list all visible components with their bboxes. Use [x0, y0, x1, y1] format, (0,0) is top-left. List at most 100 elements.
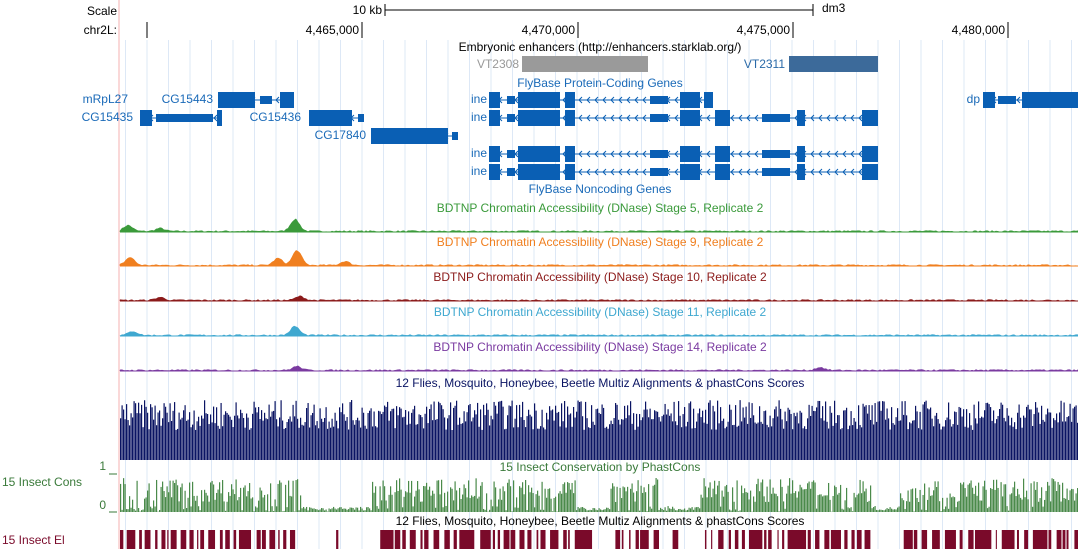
exon [715, 146, 730, 162]
phastcons-bar [508, 479, 510, 512]
multiz-bar [121, 405, 123, 460]
phastcons-bar [775, 493, 777, 512]
multiz-bar [681, 427, 683, 460]
phastcons-bar [258, 500, 260, 512]
element [1032, 530, 1048, 549]
phastcons-bar [952, 496, 954, 512]
phastcons-bar [523, 494, 525, 512]
strand-arrow [746, 168, 751, 176]
phastcons-bar [358, 510, 360, 512]
multiz-bar [687, 421, 689, 460]
gene-label: ine [471, 92, 487, 106]
phastcons-bar [208, 501, 210, 512]
multiz-bar [316, 421, 318, 460]
strand-arrow [754, 150, 759, 158]
multiz-bar [568, 414, 570, 460]
phastcons-bar [957, 501, 959, 512]
phastcons-bar [763, 496, 765, 512]
phastcons-bar [1035, 489, 1037, 512]
phastcons-bar [1033, 481, 1035, 512]
phastcons-bar [862, 481, 864, 512]
multiz-bar [340, 412, 342, 460]
multiz-bar [390, 411, 392, 460]
multiz-bar [472, 417, 474, 460]
multiz-bar [991, 420, 993, 460]
multiz-bar [622, 419, 624, 460]
phastcons-bar [474, 495, 476, 512]
multiz-bar [826, 421, 828, 460]
multiz-bar [229, 416, 231, 460]
phastcons-bar [675, 510, 677, 512]
phastcons-bar [235, 479, 237, 512]
multiz-bar [559, 426, 561, 460]
phastcons-bar [987, 508, 989, 512]
multiz-bar [562, 421, 564, 460]
multiz-bar [247, 417, 249, 460]
phastcons-bar [504, 491, 506, 512]
multiz-bar [840, 429, 842, 460]
phastcons-bar [757, 478, 759, 512]
phastcons-bar [673, 508, 675, 512]
element [256, 530, 261, 549]
phastcons-bar [159, 509, 161, 512]
multiz-bar [664, 403, 666, 460]
element [155, 530, 158, 549]
phastcons-bar [333, 506, 335, 512]
element [563, 530, 567, 549]
multiz-bar [225, 411, 227, 460]
phastcons-bar [991, 488, 993, 512]
phastcons-bar [367, 507, 369, 512]
phastcons-bar [1059, 484, 1061, 512]
element [968, 530, 974, 549]
multiz-bar [715, 429, 717, 460]
phastcons-bar [564, 482, 566, 512]
signal [119, 250, 1078, 267]
phastcons-bar [820, 494, 822, 512]
phastcons-bar [705, 486, 707, 512]
phastcons-bar [708, 487, 710, 512]
multiz-bar [889, 429, 891, 460]
strand-arrow [850, 150, 855, 158]
multiz-bar [816, 407, 818, 460]
phastcons-bar [729, 509, 731, 512]
phastcons-bar [366, 507, 368, 512]
multiz-bar [673, 401, 675, 460]
multiz-bar [729, 404, 731, 460]
multiz-bar [942, 426, 944, 460]
multiz-bar [859, 425, 861, 460]
multiz-bar [726, 426, 728, 460]
phastcons-bar [516, 497, 518, 512]
multiz-bar [337, 428, 339, 460]
exon [650, 150, 668, 158]
track-title: Embryonic enhancers (http://enhancers.st… [459, 40, 742, 54]
phastcons-bar [337, 508, 339, 512]
phastcons-bar [282, 511, 284, 512]
multiz-bar [168, 422, 170, 460]
phastcons-bar [517, 507, 519, 512]
phastcons-bar [376, 506, 378, 512]
phastcons-bar [735, 509, 737, 512]
phastcons-bar [718, 480, 720, 512]
phastcons-bar [843, 509, 845, 512]
multiz-bar [958, 406, 960, 460]
phastcons-bar [781, 486, 783, 512]
multiz-bar [595, 409, 597, 460]
phastcons-bar [421, 501, 423, 512]
phastcons-bar [1012, 487, 1014, 512]
phastcons-bar [921, 509, 923, 512]
phastcons-bar [268, 511, 270, 512]
multiz-bar [987, 402, 989, 460]
strand-arrow [586, 114, 591, 122]
multiz-bar [879, 401, 881, 460]
multiz-bar [301, 424, 303, 460]
multiz-bar [391, 408, 393, 460]
phastcons-bar [313, 508, 315, 512]
multiz-bar [763, 411, 765, 460]
phastcons-bar [897, 507, 899, 512]
multiz-bar [430, 404, 432, 460]
phastcons-bar [651, 508, 653, 512]
multiz-bar [493, 401, 495, 460]
phastcons-bar [829, 499, 831, 512]
multiz-bar [789, 409, 791, 460]
multiz-bar [280, 400, 282, 460]
